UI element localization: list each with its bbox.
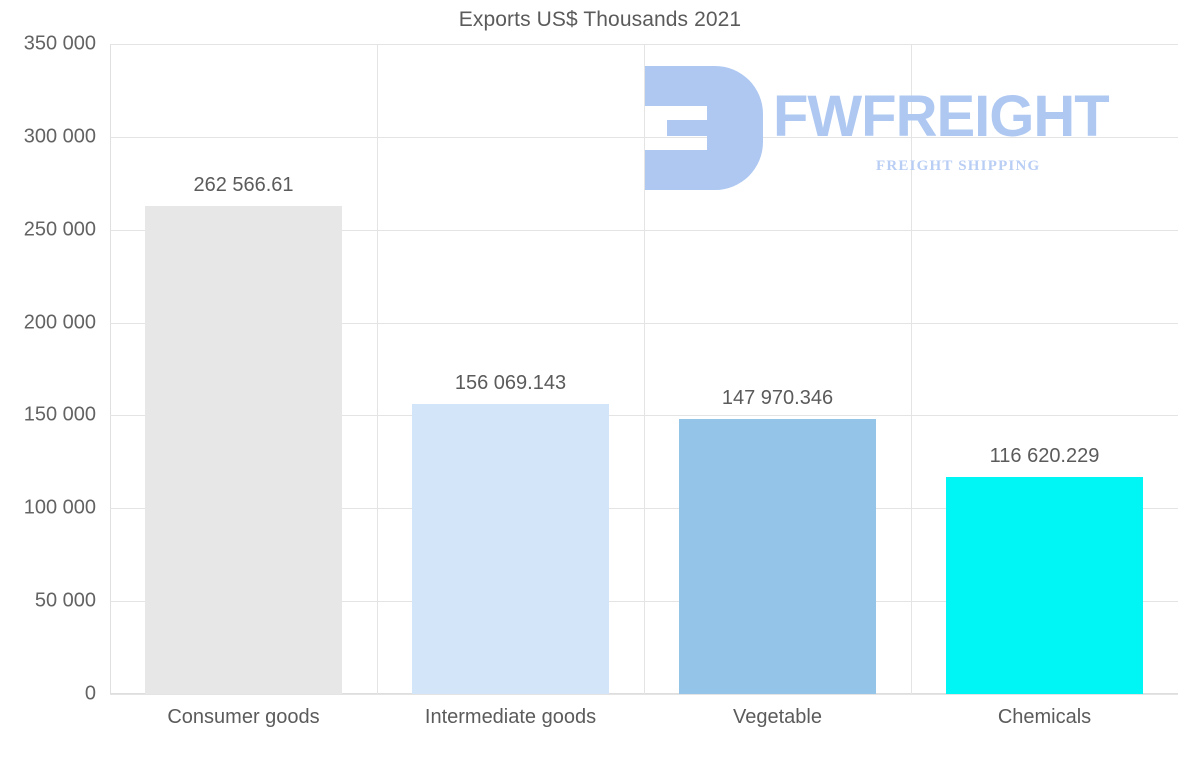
bar-value-label: 156 069.143	[454, 372, 567, 395]
y-axis-tick-label: 50 000	[34, 589, 96, 612]
y-axis-tick-label: 350 000	[23, 32, 96, 55]
bar[interactable]	[145, 206, 342, 694]
x-axis-tick-label: Chemicals	[997, 706, 1092, 728]
chart-title: Exports US$ Thousands 2021	[458, 8, 742, 31]
gridline-vertical	[644, 44, 645, 694]
x-axis-tick-label: Vegetable	[733, 706, 822, 728]
y-axis-tick-label: 200 000	[23, 311, 96, 334]
gridline-vertical	[911, 44, 912, 694]
y-axis-tick-label: 150 000	[23, 403, 96, 426]
y-axis-line	[110, 44, 111, 694]
x-axis-tick-label: Consumer goods	[167, 706, 320, 728]
y-axis-tick-label: 250 000	[23, 218, 96, 241]
gridline-horizontal	[110, 694, 1178, 695]
plot-area	[110, 44, 1178, 695]
x-axis-tick-label: Intermediate goods	[424, 706, 597, 728]
y-axis-tick-label: 300 000	[23, 125, 96, 148]
bar-value-label: 147 970.346	[721, 387, 834, 410]
y-axis-tick-label: 100 000	[23, 496, 96, 519]
bar[interactable]	[946, 477, 1143, 694]
bar-value-label: 116 620.229	[989, 445, 1100, 468]
bar[interactable]	[412, 404, 609, 694]
bar-value-label: 262 566.61	[193, 174, 294, 197]
bar[interactable]	[679, 419, 876, 694]
gridline-vertical	[377, 44, 378, 694]
y-axis-tick-label: 0	[84, 682, 96, 705]
